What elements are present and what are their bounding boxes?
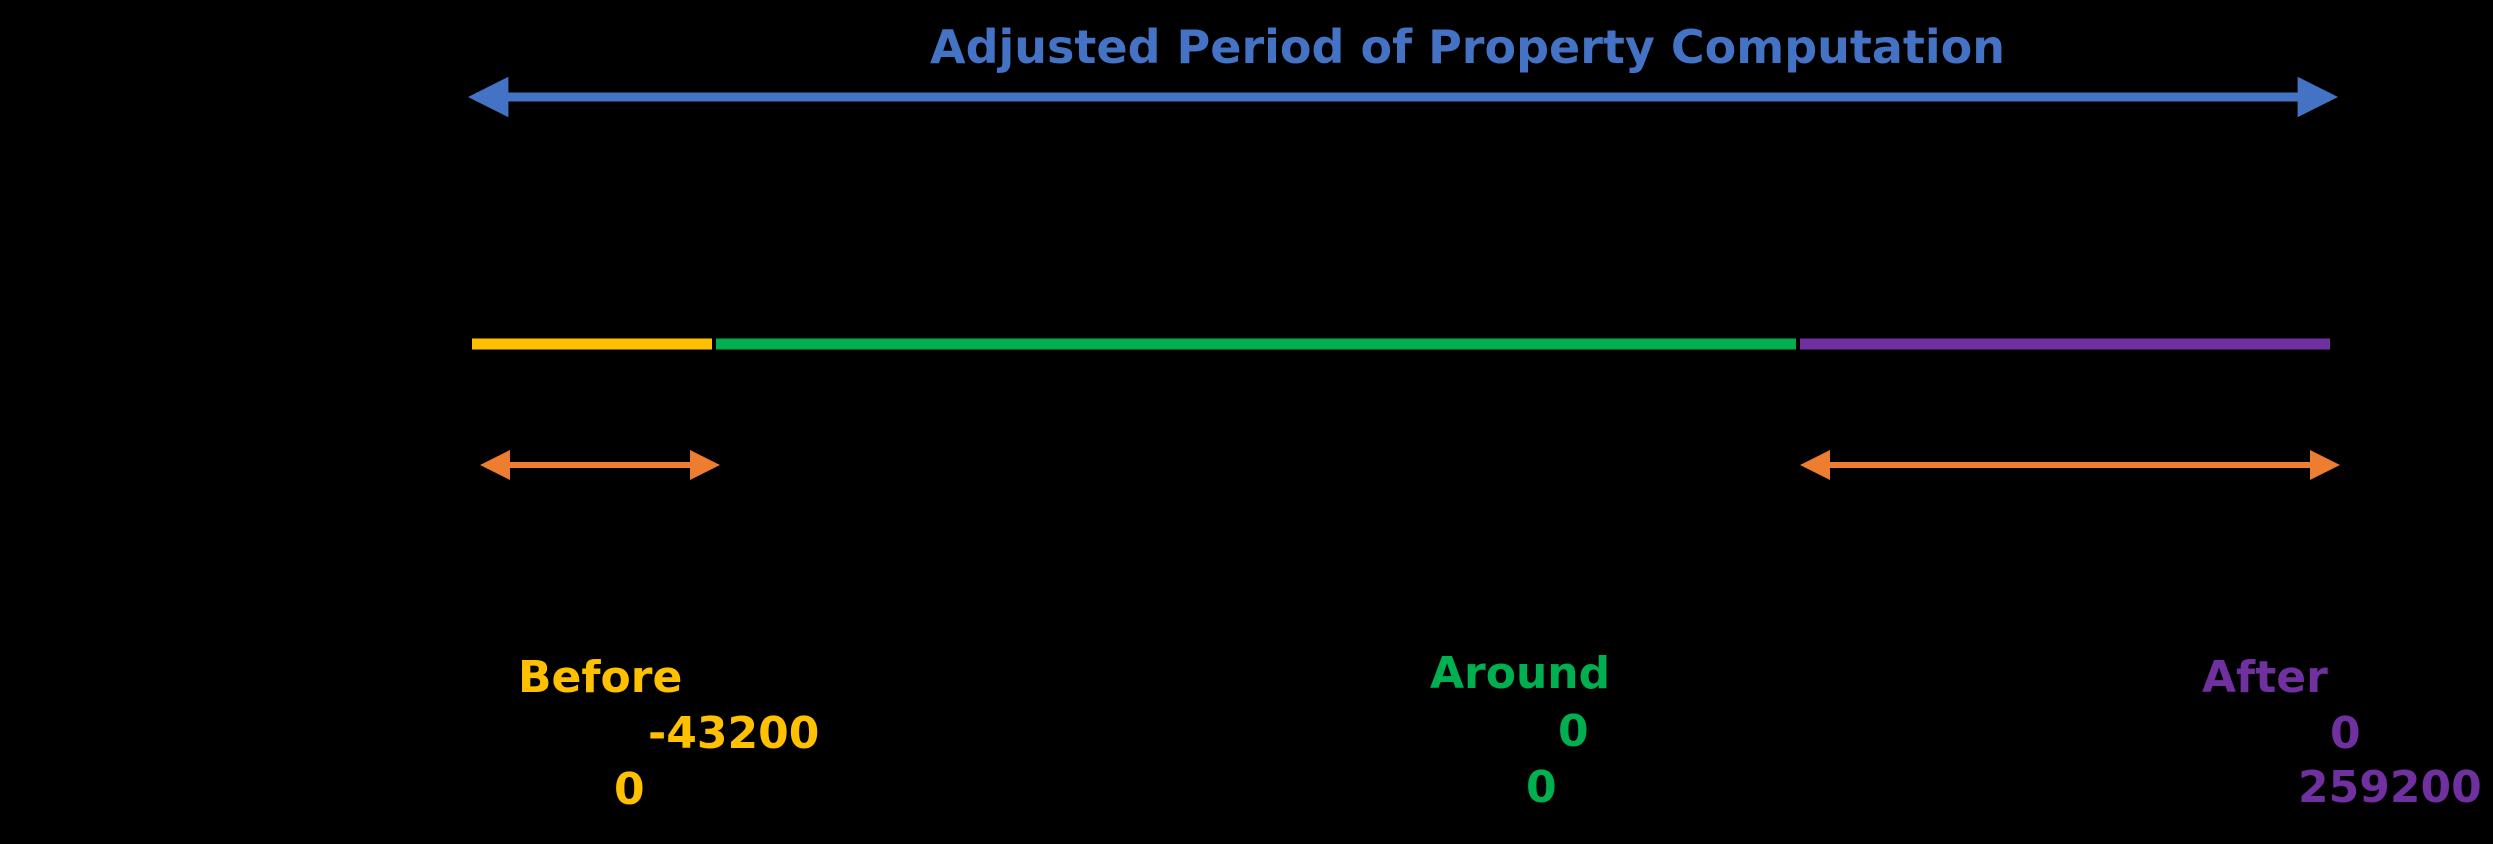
around-end-value: 0 bbox=[1526, 762, 1557, 813]
after-label: After bbox=[2202, 652, 2328, 703]
around-start-value: 0 bbox=[1558, 706, 1589, 757]
before-end-value: 0 bbox=[614, 764, 645, 815]
around-label: Around bbox=[1430, 648, 1611, 699]
after-start-value: 0 bbox=[2330, 708, 2361, 759]
diagram-title: Adjusted Period of Property Computation bbox=[930, 20, 2006, 74]
after-end-value: 259200 bbox=[2298, 762, 2482, 813]
before-label: Before bbox=[518, 652, 683, 703]
before-start-value: -43200 bbox=[648, 708, 820, 759]
